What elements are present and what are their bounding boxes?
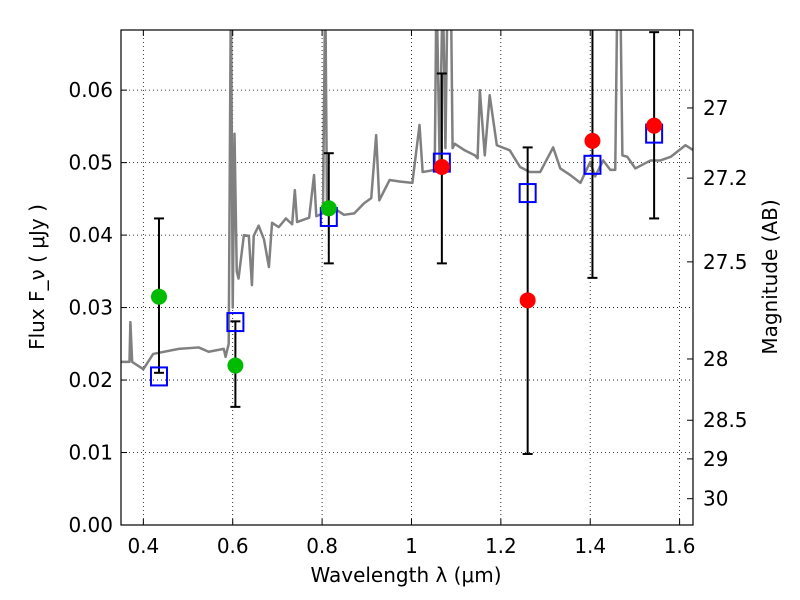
right-tick-label: 27.2 [703,166,748,190]
x-tick-label: 0.8 [306,534,338,558]
right-tick-label: 27 [703,96,728,120]
spectrum-line [121,30,693,371]
x-tick-label: 0.6 [217,534,249,558]
red-data-point [519,292,536,309]
plot-area [121,30,693,455]
right-tick-label: 29 [703,447,728,471]
right-tick-label: 27.5 [703,250,748,274]
x-tick-label: 1.4 [574,534,606,558]
green-data-point [150,288,167,305]
red-data-point [433,158,450,175]
x-tick-label: 1.2 [485,534,517,558]
y-tick-label: 0.03 [68,296,113,320]
x-axis-label: Wavelength λ (μm) [310,563,501,587]
y-tick-label: 0.00 [68,513,113,537]
right-tick-label: 28.5 [703,408,748,432]
y-tick-label: 0.01 [68,441,113,465]
right-tick-label: 28 [703,347,728,371]
model-photometry-square [518,183,537,204]
red-data-point [584,132,601,149]
right-axis-label: Magnitude (AB) [758,199,782,354]
y-tick-label: 0.02 [68,368,113,392]
x-tick-label: 1 [405,534,418,558]
green-data-point [320,200,337,217]
model-photometry-square [583,154,602,175]
ticks: 0.4 0.6 0.8 1 1.2 1.4 1.6 0.00 0.01 0.02 0.03 0.04 0… [68,30,748,558]
x-tick-label: 1.6 [664,534,696,558]
y-tick-label: 0.04 [68,223,113,247]
axes-frame [120,29,694,526]
grid [121,30,693,526]
x-tick-label: 0.4 [127,534,159,558]
red-data-point [646,117,663,134]
y-axis-label: Flux F_ν ( μJy ) [25,204,49,350]
y-tick-label: 0.06 [68,78,113,102]
right-tick-label: 30 [703,487,728,511]
y-tick-label: 0.05 [68,151,113,175]
model-photometry-square [226,312,245,333]
green-data-point [227,357,244,374]
model-photometry-square [149,366,168,387]
